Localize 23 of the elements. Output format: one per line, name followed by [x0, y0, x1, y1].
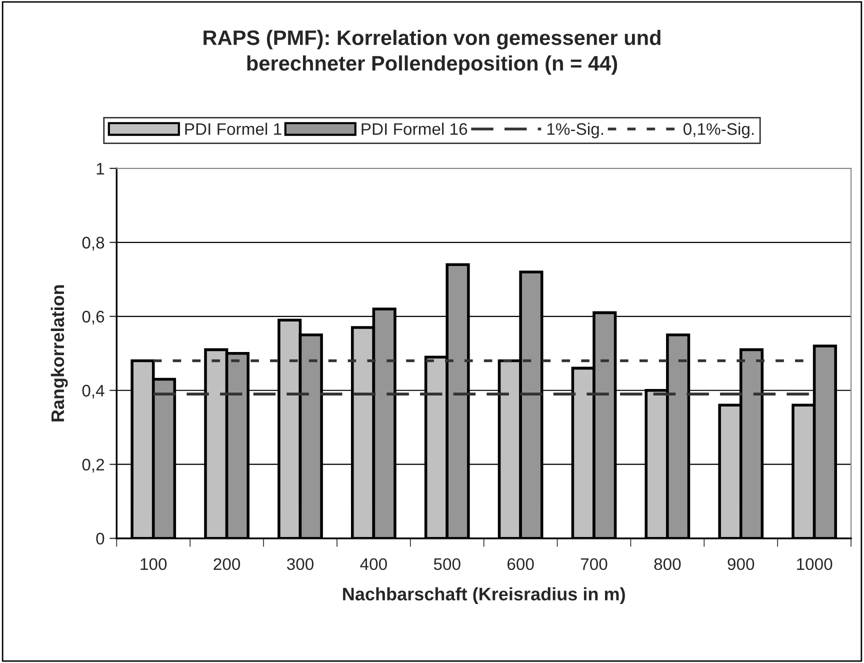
- y-tick-label: 0,6: [82, 310, 104, 325]
- x-tick-label: 1000: [797, 558, 832, 570]
- legend-label: 0,1%-Sig.: [684, 122, 754, 138]
- y-tick-label: 1: [96, 162, 104, 174]
- y-tick-label: 0: [96, 532, 104, 545]
- chart-title: RAPS (PMF): Korrelation von gemessener und berechneter Pollendeposition (n = 44): [204, 30, 660, 75]
- legend-label: 1%-Sig.: [547, 122, 603, 138]
- x-tick-label: 100: [140, 558, 167, 570]
- x-tick-label: 800: [654, 558, 681, 570]
- x-axis-title: Nachbarschaft (Kreisradius in m): [343, 587, 625, 604]
- x-tick-label: 600: [508, 558, 534, 570]
- x-tick-label: 200: [214, 558, 240, 570]
- legend-label: PDI Formel 1: [185, 122, 282, 135]
- x-tick-label: 300: [286, 558, 314, 570]
- legend-label: PDI Formel 16: [362, 122, 468, 135]
- x-tick-label: 900: [728, 558, 754, 570]
- y-tick-label: 0,4: [82, 384, 104, 399]
- y-axis-title: Rangkorrelation: [50, 285, 68, 422]
- x-tick-label: 400: [360, 558, 387, 570]
- y-tick-label: 0,8: [82, 236, 104, 251]
- x-tick-label: 700: [580, 558, 608, 570]
- y-tick-label: 0,2: [82, 458, 104, 473]
- x-tick-label: 500: [434, 558, 460, 570]
